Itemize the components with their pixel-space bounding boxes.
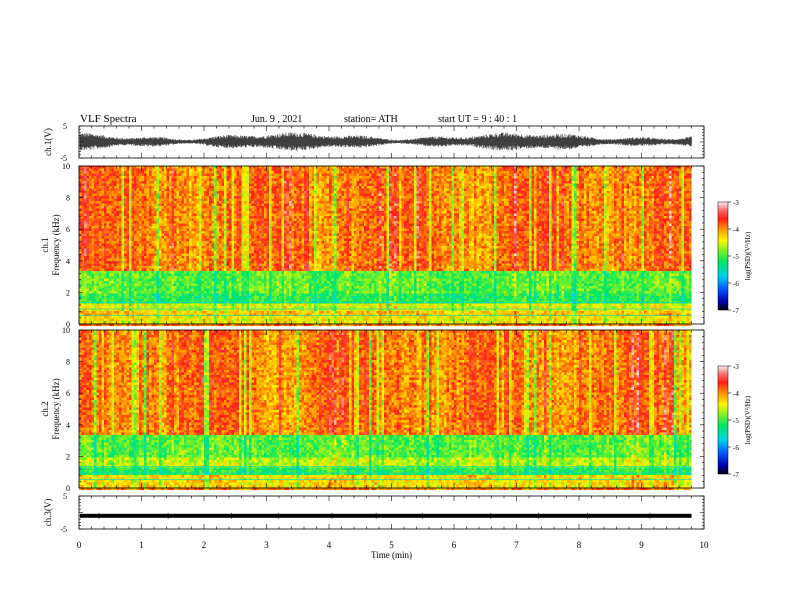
colorbar-tick-label: -4 [733, 226, 739, 234]
colorbar-tick-label: -3 [733, 199, 739, 207]
x-tick-label: 0 [77, 540, 82, 550]
y-tick-label: 2 [66, 288, 70, 297]
x-tick-label: 9 [639, 540, 644, 550]
colorbar-tick-label: -7 [733, 307, 739, 315]
y-axis-label: ch.2 [40, 401, 50, 416]
y-axis-label-frequency: Frequency (kHz) [51, 214, 61, 275]
spectrogram-panel-ch1-spectrogram [79, 166, 704, 326]
colorbar-label: log(PSD)(V²/Hz) [744, 231, 752, 280]
y-tick-label: 4 [66, 421, 70, 430]
y-tick-label: -5 [60, 525, 67, 534]
colorbar-tick-label: -4 [733, 390, 739, 398]
y-tick-label: 10 [62, 326, 70, 335]
waveform-panel-ch3-waveform [79, 496, 704, 529]
colorbar-tick-label: -6 [733, 280, 739, 288]
y-tick-label: 6 [66, 389, 70, 398]
waveform-trace [80, 133, 692, 151]
y-tick-label: 10 [62, 162, 70, 171]
x-tick-label: 10 [700, 540, 710, 550]
colorbar-tick-label: -3 [733, 363, 739, 371]
colorbar-tick-label: -5 [733, 253, 739, 261]
waveform-trace [80, 514, 692, 518]
x-tick-label: 3 [264, 540, 269, 550]
y-tick-label: 5 [63, 122, 67, 131]
x-tick-label: 5 [389, 540, 394, 550]
x-tick-label: 6 [452, 540, 457, 550]
y-tick-label: 6 [66, 225, 70, 234]
y-axis-label-frequency: Frequency (kHz) [51, 378, 61, 439]
y-axis-label: ch.1(V) [43, 128, 53, 156]
colorbar-tick-label: -6 [733, 444, 739, 452]
colorbar-tick-label: -5 [733, 417, 739, 425]
x-axis-label: Time (min) [371, 550, 412, 560]
colorbar-label: log(PSD)(V²/Hz) [744, 395, 752, 444]
y-tick-label: 8 [66, 194, 70, 203]
waveform-panel-ch1-waveform [79, 126, 704, 158]
y-tick-label: 5 [63, 492, 67, 501]
colorbar-tick-label: -7 [733, 471, 739, 479]
x-tick-label: 8 [577, 540, 582, 550]
colorbar: -3 -4 -5 -6 -7 log(PSD)(V²/Hz) [718, 363, 752, 479]
x-tick-label: 4 [327, 540, 332, 550]
colorbar: -3 -4 -5 -6 -7 log(PSD)(V²/Hz) [718, 199, 752, 315]
spectrogram-panel-ch2-spectrogram [79, 330, 704, 490]
x-tick-label: 7 [514, 540, 519, 550]
y-tick-label: 4 [66, 257, 70, 266]
y-axis-label: ch.1 [40, 237, 50, 252]
x-tick-label: 2 [202, 540, 207, 550]
y-tick-label: 2 [66, 452, 70, 461]
y-axis-label: ch.3(V) [43, 499, 53, 527]
x-tick-label: 1 [139, 540, 144, 550]
y-tick-label: 8 [66, 358, 70, 367]
